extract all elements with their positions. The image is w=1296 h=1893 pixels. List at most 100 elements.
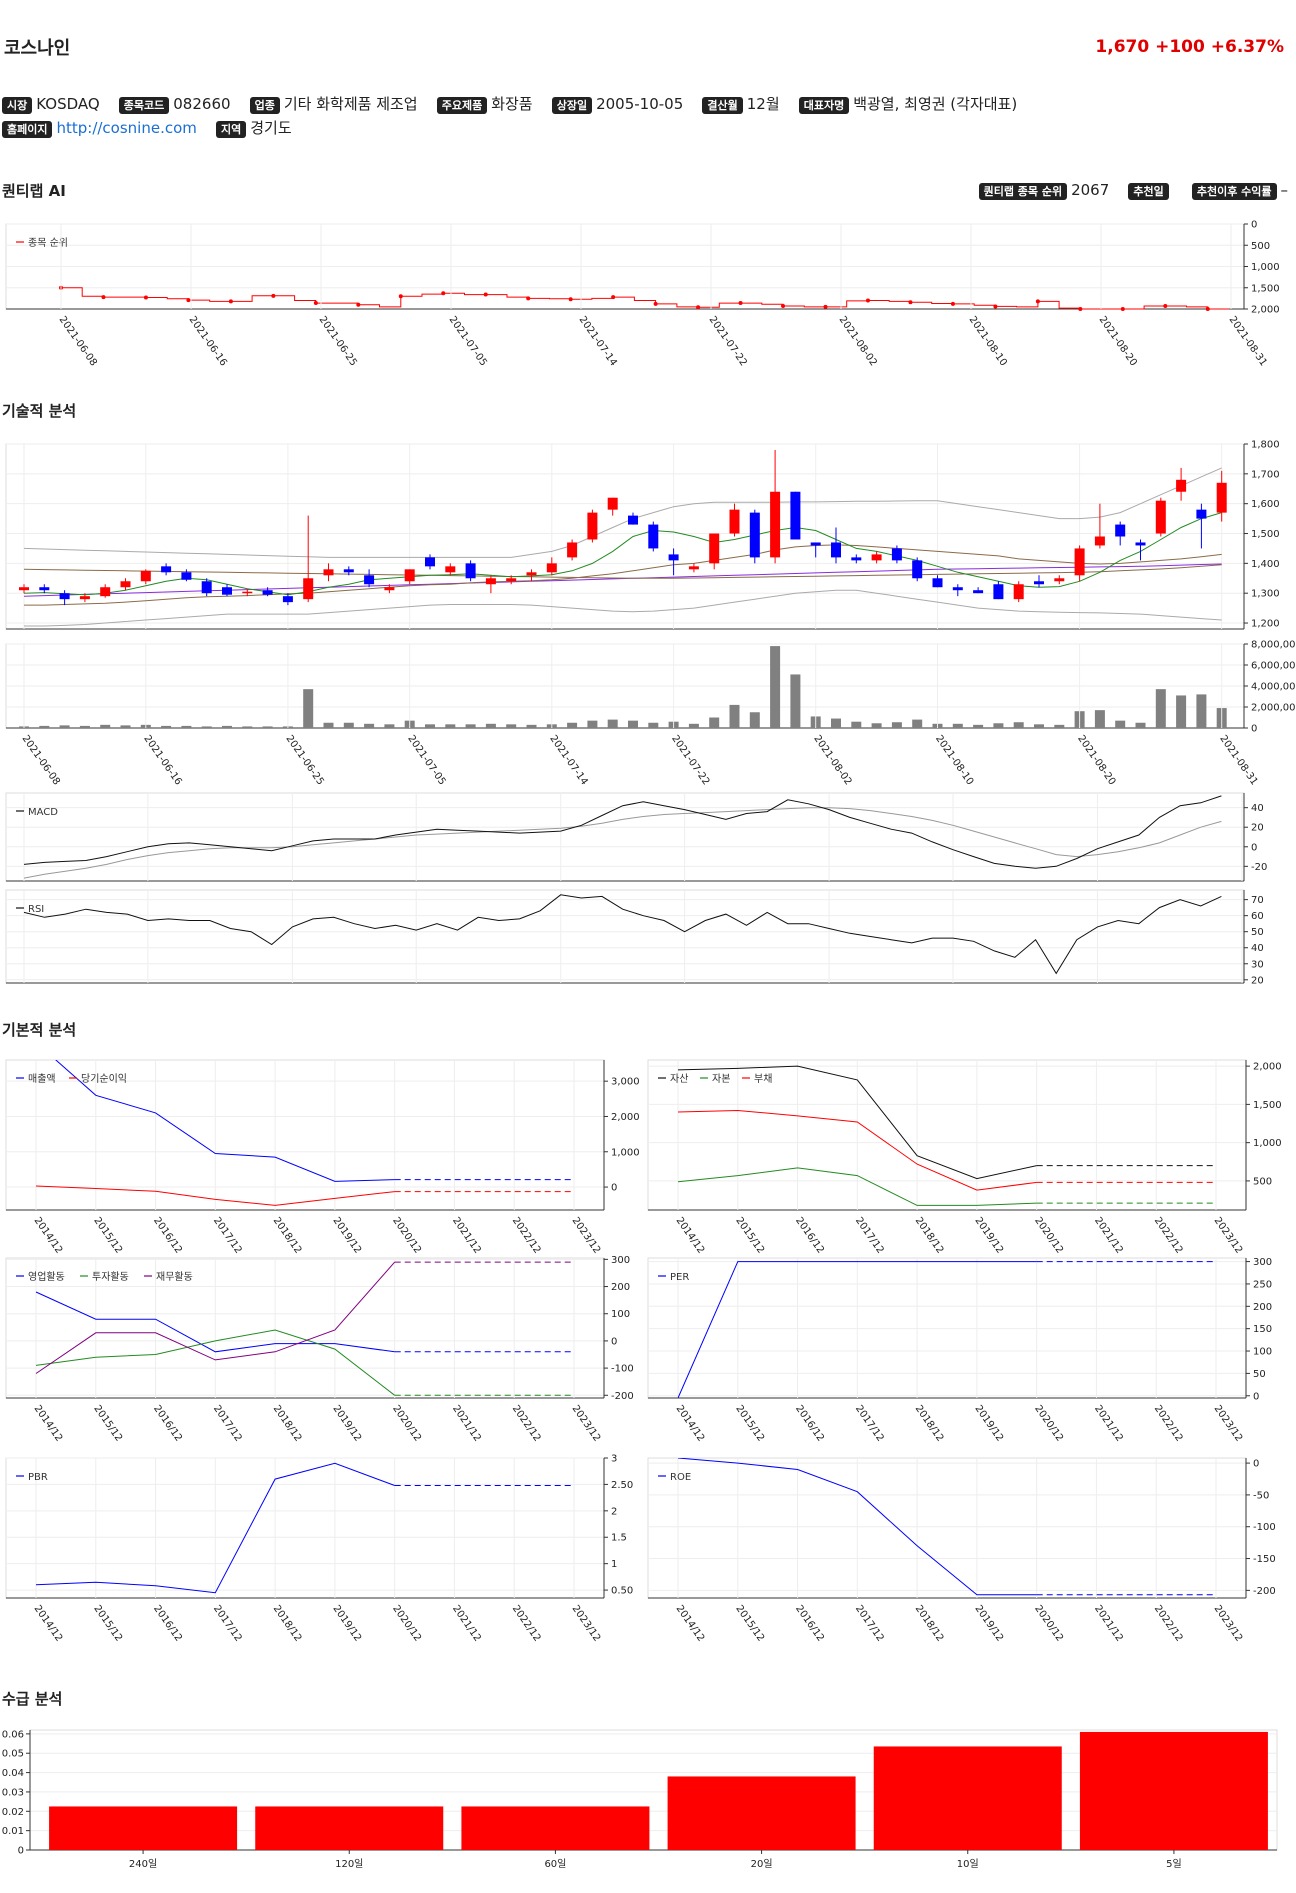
volume-bar [120, 725, 131, 728]
series-line [677, 1065, 1037, 1180]
x-tick-label: 2015/12 [733, 1403, 766, 1443]
candle-body [364, 575, 375, 585]
x-tick-label: 2016/12 [151, 1215, 184, 1255]
y-tick-label: 8,000,000 [1251, 640, 1296, 651]
y-tick-label: 0 [1251, 842, 1257, 853]
candle-body [871, 554, 882, 561]
x-tick-label: 2021/12 [450, 1215, 483, 1255]
volume-bar [1115, 720, 1126, 728]
candle-body [120, 581, 131, 588]
y-tick-label: 1,500 [1251, 283, 1280, 294]
y-tick-label: 0.01 [2, 1826, 24, 1837]
ceo-badge: 대표자명 [798, 97, 850, 114]
x-tick-label: 2020/12 [390, 1603, 423, 1643]
x-tick-label: 2019/12 [330, 1403, 363, 1443]
y-tick-label: 2,000,000 [1251, 703, 1296, 714]
supply-bar [461, 1806, 650, 1850]
volume-bar [1013, 722, 1024, 728]
x-tick-label: 2016/12 [793, 1403, 826, 1443]
x-tick-label: 2018/12 [271, 1603, 304, 1643]
x-tick-label: 2019/12 [972, 1603, 1005, 1643]
candle-body [485, 578, 496, 585]
y-tick-label: 40 [1251, 803, 1264, 814]
x-tick-label: 2019/12 [330, 1215, 363, 1255]
x-tick-label: 2021-08-02 [811, 733, 853, 787]
volume-bar [648, 722, 659, 728]
macd-line [23, 795, 1222, 869]
legend-label: 자본 [712, 1073, 730, 1085]
y-tick-label: 1,800 [1251, 440, 1280, 451]
x-tick-label: 2023/12 [570, 1403, 603, 1443]
volume-bar [506, 724, 517, 728]
region-value: 경기도 [250, 119, 292, 137]
x-tick-label: 2021-07-14 [547, 733, 589, 787]
rec-return-badge: 추천이후 수익률 [1191, 183, 1277, 200]
y-tick-label: 2 [611, 1506, 617, 1517]
candle-body [323, 569, 334, 576]
x-tick-label: 2021-08-31 [1217, 733, 1259, 787]
price-change-pct: +6.37% [1210, 37, 1284, 57]
rank-point [101, 295, 106, 300]
legend-label: RSI [28, 904, 44, 915]
x-tick-label: 2022/12 [1152, 1215, 1185, 1255]
legend-label: 매출액 [28, 1073, 56, 1085]
legend-label: 영업활동 [28, 1270, 65, 1283]
bb_lower-line [24, 589, 1222, 627]
volume-bar [343, 722, 354, 728]
x-tick-label: 2016/12 [151, 1403, 184, 1443]
candle-body [161, 566, 172, 573]
candle-body [1216, 482, 1227, 513]
y-tick-label: 3,000 [611, 1077, 640, 1088]
x-tick-label: 2021-08-20 [1097, 314, 1139, 368]
current-price: 1,670 [1095, 37, 1150, 57]
candle-body [1115, 524, 1126, 537]
y-tick-label: 200 [611, 1282, 630, 1293]
pbr-chart: 0.50 1 1.5 2 2.50 3 2014/12 2015/12 2016/12 2017/… [5, 1454, 633, 1644]
rank-point [908, 300, 913, 305]
x-tick-label: 2020/12 [1032, 1215, 1065, 1255]
y-tick-label: 2,000 [1253, 1062, 1282, 1073]
volume-bar [242, 726, 253, 728]
rank-point [1163, 304, 1168, 309]
volume-bar [587, 720, 598, 728]
rank-point [738, 301, 743, 306]
y-tick-label: 150 [1253, 1324, 1272, 1335]
y-tick-label: 20 [1251, 975, 1264, 986]
legend-label: 부채 [754, 1073, 772, 1085]
y-tick-label: 1,500 [1251, 529, 1280, 540]
rank-point [653, 301, 658, 306]
rank-point [1035, 299, 1040, 304]
volume-bar [1054, 724, 1065, 728]
series-line [35, 1261, 396, 1374]
homepage-link[interactable]: http://cosnine.com [56, 119, 197, 137]
candle-body [343, 569, 354, 573]
price-change: +100 [1155, 37, 1205, 57]
volume-bar [1176, 695, 1187, 728]
series-line [677, 1109, 1037, 1191]
y-tick-label: 0 [611, 1336, 617, 1347]
candle-body [425, 557, 435, 567]
x-tick-label: 2021/12 [1092, 1403, 1125, 1443]
candle-body [770, 491, 781, 558]
volume-bar [485, 723, 496, 728]
y-tick-label: 40 [1251, 943, 1264, 954]
y-tick-label: 0 [1251, 724, 1257, 735]
code-value: 082660 [173, 95, 231, 113]
volume-bar [181, 725, 192, 728]
y-tick-label: 300 [1253, 1257, 1272, 1268]
candle-body [39, 587, 50, 591]
y-tick-label: -50 [1253, 1490, 1269, 1501]
candle-body [100, 587, 111, 597]
x-tick-label: 60일 [544, 1858, 566, 1870]
candle-body [465, 563, 476, 579]
x-tick-label: 2017/12 [853, 1603, 886, 1643]
legend-label: 자산 [670, 1073, 688, 1085]
supply-bar [667, 1776, 856, 1850]
market-value: KOSDAQ [36, 95, 100, 113]
volume-bar [628, 720, 638, 728]
x-tick-label: 2021/12 [450, 1603, 483, 1643]
candle-body [201, 581, 212, 594]
y-tick-label: -20 [1251, 862, 1267, 873]
rank-point [865, 298, 870, 303]
x-tick-label: 2021-08-02 [837, 314, 879, 368]
